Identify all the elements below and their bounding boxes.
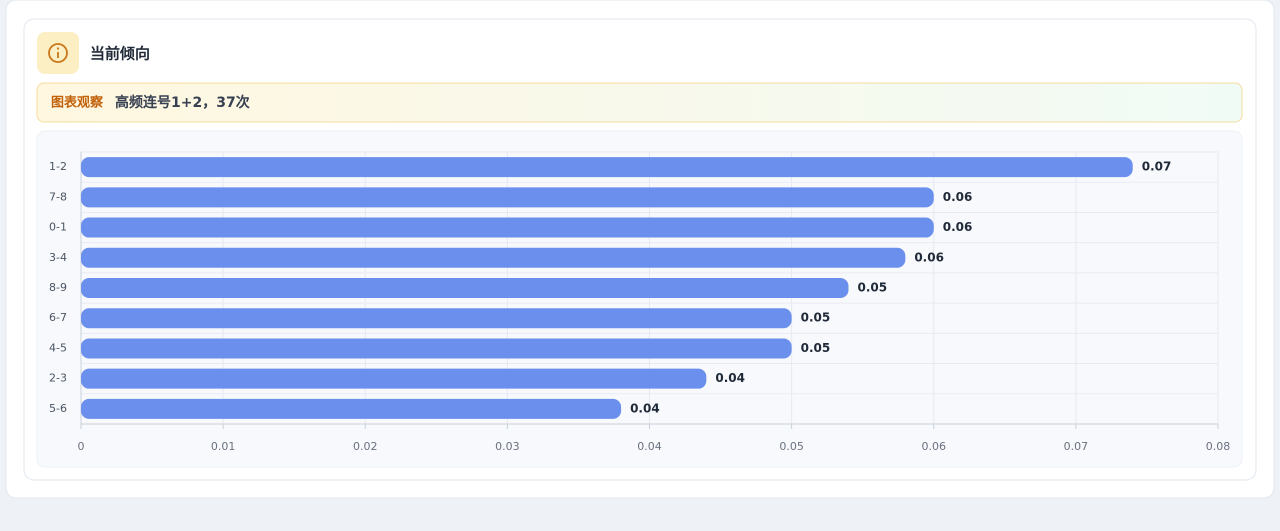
info-icon [48,43,68,63]
x-tick-label: 0.03 [495,440,520,453]
card-title: 当前倾向 [90,45,150,63]
bar [81,217,934,238]
bar [81,247,906,268]
value-label: 0.07 [1142,160,1172,174]
y-tick-label: 8-9 [49,281,67,294]
observation-label: 图表观察 [51,95,104,111]
info-icon-dot [56,47,60,50]
y-tick-label: 5-6 [49,402,67,415]
observation-bar [36,82,1243,123]
y-tick-label: 0-1 [49,221,67,234]
bar [81,398,622,419]
y-tick-label: 4-5 [49,341,67,354]
x-tick-label: 0.04 [637,440,662,453]
bar [81,278,849,298]
y-tick-label: 7-8 [49,190,67,203]
bar [81,368,707,389]
chart: 0 0.01 0.02 0.03 0.04 0.05 0.06 0.07 0.08 1-2 0.07… [49,151,1231,453]
x-tick-label: 0.07 [1064,440,1089,453]
x-tick-label: 0.02 [353,440,378,453]
x-tick-label: 0 [78,440,85,453]
y-tick-label: 2-3 [49,372,67,385]
bar [81,308,792,329]
bar [81,157,1133,178]
value-label: 0.05 [801,341,831,355]
x-tick-label: 0.06 [922,440,947,453]
value-label: 0.06 [914,250,944,264]
value-label: 0.04 [630,401,660,415]
y-tick-label: 6-7 [49,311,67,324]
value-label: 0.06 [943,220,973,234]
y-tick-label: 3-4 [49,251,67,264]
value-label: 0.04 [715,371,745,385]
value-label: 0.05 [801,311,831,325]
value-label: 0.06 [943,190,973,204]
x-tick-label: 0.05 [779,440,804,453]
y-tick-label: 1-2 [49,160,67,173]
x-tick-label: 0.08 [1206,440,1231,453]
x-tick-label: 0.01 [211,440,236,453]
observation-text: 高频连号1+2，37次 [115,94,250,111]
bar [81,338,792,359]
value-label: 0.05 [857,281,887,295]
bar [81,187,934,208]
